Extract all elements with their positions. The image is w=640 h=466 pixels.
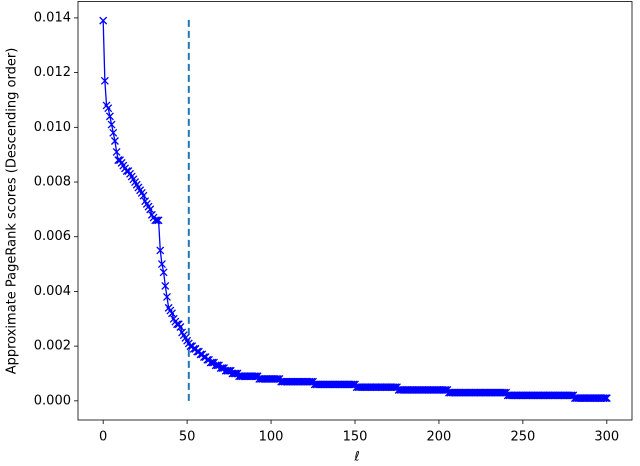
y-tick-label: 0.002 — [34, 339, 71, 354]
y-tick-label: 0.014 — [34, 10, 71, 25]
data-marker — [211, 361, 220, 370]
data-marker — [107, 120, 116, 129]
data-marker — [498, 388, 507, 397]
data-marker — [146, 205, 155, 214]
data-marker — [223, 366, 232, 375]
data-marker — [347, 380, 356, 389]
y-tick-label: 0.000 — [34, 393, 71, 408]
data-marker — [305, 377, 314, 386]
y-tick-label: 0.008 — [34, 175, 71, 190]
x-axis-label: ℓ — [353, 450, 359, 465]
data-marker — [216, 364, 225, 372]
data-marker — [112, 147, 121, 156]
data-marker — [156, 246, 165, 255]
data-marker — [250, 372, 259, 381]
data-marker — [565, 391, 574, 400]
data-marker — [389, 383, 398, 392]
data-marker — [602, 394, 611, 403]
x-tick-label: 100 — [259, 430, 284, 445]
data-marker — [99, 16, 108, 25]
x-tick-label: 150 — [343, 430, 368, 445]
data-marker — [161, 282, 170, 290]
data-marker — [168, 309, 176, 318]
y-axis-label: Approximate PageRank scores (Descending … — [5, 48, 20, 375]
data-marker — [159, 268, 168, 277]
plot-frame — [77, 1, 633, 421]
data-marker — [157, 260, 166, 269]
data-marker — [109, 128, 118, 137]
x-tick-label: 200 — [427, 430, 452, 445]
data-marker — [152, 216, 161, 225]
x-tick-label: 250 — [510, 430, 535, 445]
y-tick-label: 0.010 — [34, 120, 71, 135]
data-marker — [154, 216, 163, 225]
data-marker — [104, 104, 113, 113]
data-marker — [230, 369, 239, 378]
data-marker — [151, 216, 160, 225]
data-marker — [176, 323, 185, 331]
data-line — [102, 20, 607, 399]
data-marker — [100, 76, 109, 85]
data-marker — [163, 292, 171, 301]
data-marker — [139, 191, 148, 200]
y-tick-label: 0.012 — [34, 65, 71, 80]
data-marker — [110, 137, 119, 145]
x-tick-label: 300 — [594, 430, 619, 445]
data-marker — [599, 394, 608, 403]
y-tick-label: 0.006 — [34, 229, 71, 244]
data-marker — [440, 385, 448, 394]
data-marker — [601, 394, 610, 403]
data-marker — [105, 112, 114, 121]
data-marker — [272, 375, 281, 383]
x-tick-label: 0 — [99, 430, 107, 445]
data-marker — [206, 358, 215, 367]
y-tick-label: 0.004 — [34, 284, 71, 299]
x-tick-label: 50 — [179, 430, 196, 445]
